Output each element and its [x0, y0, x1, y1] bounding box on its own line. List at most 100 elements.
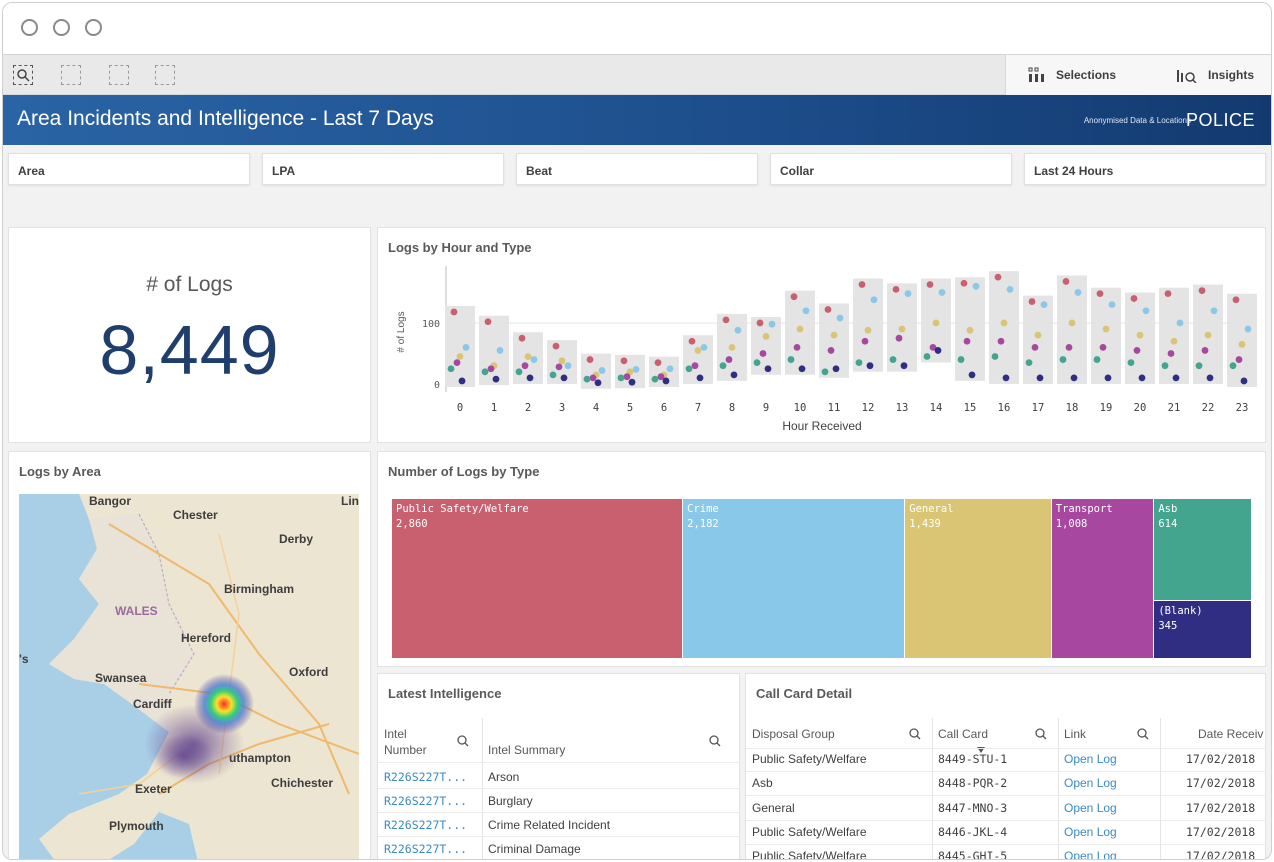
data-point[interactable] — [790, 293, 798, 301]
call-card-header[interactable]: Call Card — [938, 727, 989, 741]
data-point[interactable] — [558, 357, 566, 365]
data-point[interactable] — [628, 378, 636, 386]
data-point[interactable] — [892, 285, 900, 293]
window-maximize-button[interactable] — [85, 19, 102, 36]
data-point[interactable] — [836, 314, 844, 322]
filter-area[interactable]: Area — [8, 153, 250, 185]
data-point[interactable] — [560, 374, 568, 382]
data-point[interactable] — [926, 281, 934, 288]
data-point[interactable] — [768, 320, 776, 328]
data-point[interactable] — [666, 365, 674, 373]
data-point[interactable] — [657, 373, 665, 381]
data-point[interactable] — [1136, 331, 1144, 339]
data-point[interactable] — [832, 365, 840, 373]
data-point[interactable] — [696, 374, 704, 382]
data-point[interactable] — [1244, 325, 1252, 333]
data-point[interactable] — [1059, 356, 1067, 363]
data-point[interactable] — [904, 290, 912, 298]
treemap-cell-asb[interactable]: Asb 614 — [1154, 499, 1252, 602]
data-point[interactable] — [1210, 307, 1218, 315]
data-point[interactable] — [1176, 319, 1184, 327]
data-point[interactable] — [1096, 290, 1104, 298]
data-point[interactable] — [1142, 307, 1150, 315]
data-point[interactable] — [654, 359, 662, 367]
insights-button[interactable]: Insights — [1176, 55, 1254, 95]
data-point[interactable] — [722, 316, 730, 324]
hour-range-box[interactable] — [1159, 287, 1189, 384]
treemap-cell-crime[interactable]: Crime 2,182 — [683, 499, 906, 659]
open-log-link[interactable]: Open Log — [1064, 849, 1117, 860]
data-point[interactable] — [793, 343, 801, 351]
data-point[interactable] — [994, 273, 1002, 281]
data-point[interactable] — [662, 377, 670, 385]
data-point[interactable] — [963, 337, 971, 345]
data-point[interactable] — [462, 343, 470, 351]
disposal-group-search-icon[interactable] — [908, 727, 922, 741]
data-point[interactable] — [997, 337, 1005, 345]
selections-button[interactable]: Selections — [1028, 55, 1116, 95]
link-search-icon[interactable] — [1136, 727, 1150, 741]
step-forward-icon[interactable] — [109, 65, 129, 85]
data-point[interactable] — [1170, 337, 1178, 345]
data-point[interactable] — [1201, 347, 1209, 354]
data-point[interactable] — [1238, 340, 1246, 348]
data-point[interactable] — [694, 347, 702, 354]
data-point[interactable] — [594, 379, 602, 387]
open-log-link[interactable]: Open Log — [1064, 825, 1117, 839]
data-point[interactable] — [620, 357, 628, 365]
data-point[interactable] — [934, 347, 942, 354]
data-point[interactable] — [521, 362, 529, 370]
data-point[interactable] — [623, 373, 631, 381]
data-point[interactable] — [530, 356, 538, 363]
hour-range-box[interactable] — [445, 305, 475, 387]
hour-range-box[interactable] — [989, 271, 1019, 384]
data-point[interactable] — [1235, 356, 1243, 363]
data-point[interactable] — [734, 326, 742, 334]
date-received-header[interactable]: Date Receiv — [1198, 727, 1264, 741]
data-point[interactable] — [1138, 374, 1146, 382]
open-log-link[interactable]: Open Log — [1064, 752, 1117, 766]
data-point[interactable] — [1104, 374, 1112, 382]
data-point[interactable] — [1195, 362, 1203, 370]
data-point[interactable] — [960, 279, 968, 287]
data-point[interactable] — [1028, 298, 1036, 305]
data-point[interactable] — [700, 343, 708, 351]
data-point[interactable] — [651, 375, 659, 383]
data-point[interactable] — [583, 375, 591, 383]
treemap-cell-general[interactable]: General 1,439 — [905, 499, 1052, 659]
logs-by-area-panel[interactable]: Logs by Area Bangor L — [8, 451, 371, 859]
data-point[interactable] — [1006, 285, 1014, 293]
data-point[interactable] — [889, 356, 897, 363]
treemap-cell-public-safety[interactable]: Public Safety/Welfare 2,860 — [392, 499, 684, 659]
data-point[interactable] — [632, 365, 640, 373]
window-minimize-button[interactable] — [53, 19, 70, 36]
intel-summary-header[interactable]: Intel Summary — [488, 743, 566, 757]
data-point[interactable] — [1161, 362, 1169, 370]
hour-range-box[interactable] — [1057, 275, 1087, 384]
data-point[interactable] — [1065, 343, 1073, 351]
data-point[interactable] — [1240, 377, 1248, 385]
data-point[interactable] — [456, 353, 464, 360]
data-point[interactable] — [555, 363, 563, 371]
data-point[interactable] — [968, 371, 976, 379]
data-point[interactable] — [1229, 362, 1237, 370]
data-point[interactable] — [1108, 301, 1116, 309]
filter-beat[interactable]: Beat — [516, 153, 758, 185]
filter-last-24-hours[interactable]: Last 24 Hours — [1024, 153, 1266, 185]
data-point[interactable] — [895, 334, 903, 342]
data-point[interactable] — [598, 367, 606, 374]
data-point[interactable] — [1167, 350, 1175, 357]
data-point[interactable] — [1164, 290, 1172, 298]
data-point[interactable] — [866, 362, 874, 370]
data-point[interactable] — [1040, 301, 1048, 309]
data-point[interactable] — [1031, 343, 1039, 351]
hour-range-box[interactable] — [1227, 293, 1257, 387]
open-log-link[interactable]: Open Log — [1064, 776, 1117, 790]
data-point[interactable] — [966, 326, 974, 334]
data-point[interactable] — [900, 362, 908, 370]
area-map[interactable]: Bangor Lin Chester Derby Birmingham WALE… — [19, 494, 359, 859]
data-point[interactable] — [824, 306, 832, 313]
data-point[interactable] — [481, 368, 489, 376]
data-point[interactable] — [827, 347, 835, 354]
